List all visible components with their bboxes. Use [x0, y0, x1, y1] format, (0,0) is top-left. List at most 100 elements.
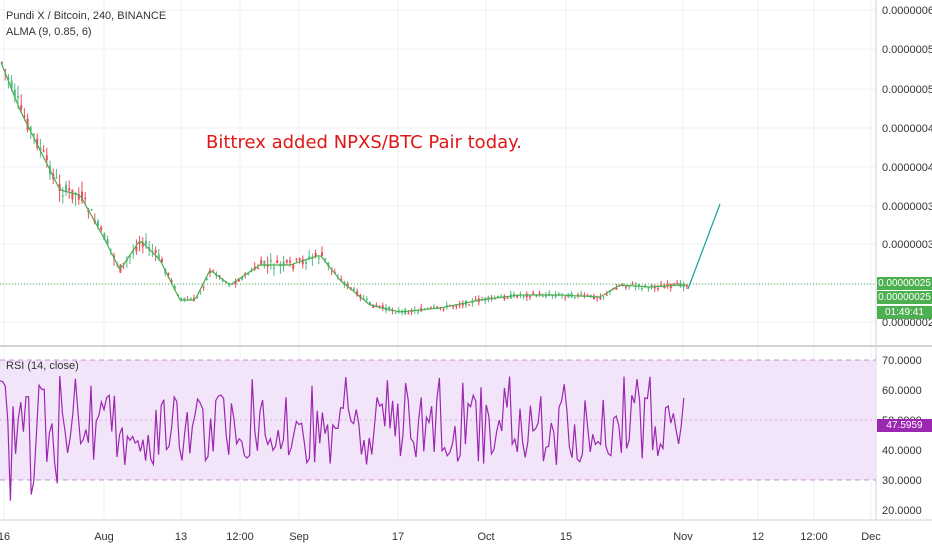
candle-body [257, 267, 259, 269]
candle-body [138, 242, 141, 245]
candle-body [349, 287, 352, 289]
candle-body [369, 301, 371, 305]
candle-body [650, 284, 653, 287]
candle-body [653, 286, 656, 289]
candle-body [673, 283, 675, 285]
rsi-axis-label: 40.0000 [882, 445, 922, 457]
candle-body [365, 299, 368, 301]
price-tag-alma: 0.00000025 [877, 277, 932, 290]
candle-body [436, 306, 439, 308]
candle-body [685, 285, 688, 287]
candle-body [493, 298, 496, 300]
candle-body [676, 282, 679, 285]
candle-body [234, 281, 237, 285]
candle-body [269, 260, 272, 262]
candle-body [260, 260, 263, 265]
candle-body [141, 242, 144, 247]
time-axis-label: 15 [560, 531, 572, 543]
candle-body [516, 295, 519, 298]
candle-body [273, 267, 275, 269]
candle-body [100, 227, 103, 230]
time-axis-label: Sep [289, 531, 309, 543]
candle-body [554, 294, 557, 298]
candle-body [68, 188, 71, 191]
candle-body [657, 288, 659, 290]
candle-body [77, 193, 80, 200]
candle-body [183, 297, 186, 300]
candle-body [455, 305, 458, 307]
annotation-text[interactable]: Bittrex added NPXS/BTC Pair today. [206, 132, 522, 153]
projection-arrow[interactable] [687, 203, 721, 290]
candle-body [154, 250, 157, 254]
candle-body [538, 293, 541, 295]
candle-body [541, 296, 544, 298]
candle-body [151, 250, 154, 252]
candle-body [180, 298, 183, 300]
rsi-legend: RSI (14, close) [6, 360, 79, 372]
time-axis-label: 13 [175, 531, 187, 543]
price-axis-label: 0.00000020 [882, 317, 932, 329]
candle-body [106, 239, 109, 245]
candle-body [644, 285, 647, 287]
time-axis-label: Aug [94, 531, 114, 543]
indicator-legend: ALMA (9, 0.85, 6) [6, 26, 92, 38]
candle-body [295, 259, 298, 261]
candle-body [145, 240, 147, 245]
candle-body [586, 295, 589, 297]
rsi-axis-label: 70.0000 [882, 355, 922, 367]
candle-body [583, 294, 586, 297]
rsi-line [0, 375, 685, 501]
candle-body [340, 279, 343, 281]
candle-body [637, 284, 640, 286]
candle-body [33, 133, 35, 135]
candle-body [532, 292, 535, 295]
candle-body [202, 286, 205, 288]
candle-body [244, 273, 247, 275]
time-axis-label: Oct [477, 531, 494, 543]
candle-body [1, 62, 3, 64]
candle-body [429, 307, 432, 309]
candle-body [522, 295, 525, 297]
time-axis-label: 12:00 [800, 531, 828, 543]
candle-body [314, 252, 317, 257]
chart-title: Pundi X / Bitcoin, 240, BINANCE [6, 10, 167, 22]
alma-line [0, 62, 686, 313]
candle-body [388, 306, 391, 311]
candle-body [490, 296, 493, 298]
price-tag-last: 0.00000025 [877, 291, 932, 304]
time-axis-label: 12:00 [226, 531, 254, 543]
candle-body [17, 96, 19, 98]
candle-body [129, 255, 131, 257]
candle-body [580, 293, 583, 295]
candle-body [628, 286, 631, 288]
candle-body [394, 312, 397, 314]
candle-body [103, 233, 106, 241]
candle-body [289, 260, 291, 263]
candle-body [81, 191, 83, 201]
candle-body [10, 80, 13, 89]
candle-body [161, 259, 163, 263]
candle-body [682, 284, 685, 288]
candle-body [298, 258, 301, 261]
candle-body [247, 273, 250, 275]
rsi-axis-label: 60.0000 [882, 385, 922, 397]
candle-body [535, 295, 538, 297]
candle-body [276, 260, 279, 264]
candle-body [417, 311, 419, 313]
candle-body [7, 77, 10, 80]
candle-body [401, 310, 403, 312]
candle-body [506, 297, 509, 299]
candle-body [282, 261, 285, 266]
candle-body [55, 177, 58, 179]
candle-body [529, 295, 531, 298]
candle-body [353, 288, 355, 291]
candle-body [647, 287, 650, 289]
rsi-axis-label: 20.0000 [882, 505, 922, 517]
candle-body [237, 279, 240, 282]
candle-body [29, 127, 32, 131]
candle-body [407, 312, 410, 314]
candle-body [564, 296, 567, 298]
